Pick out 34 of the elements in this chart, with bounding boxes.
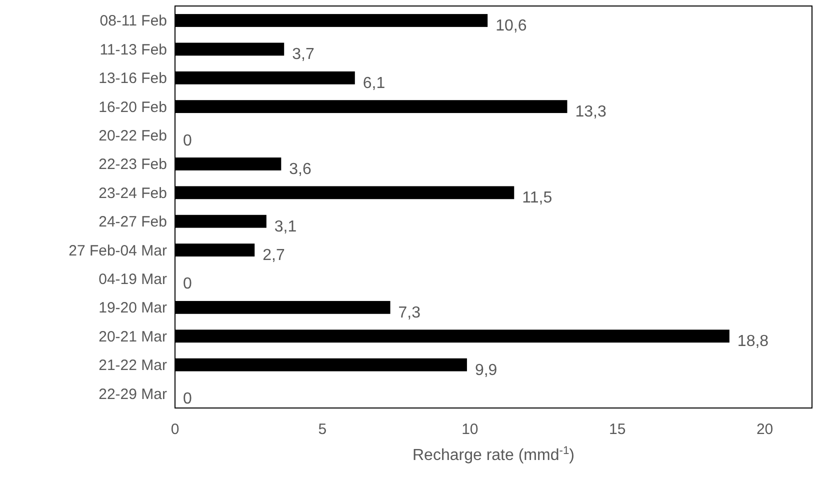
data-label: 10,6	[496, 17, 527, 34]
x-tick-label: 15	[609, 421, 626, 438]
y-tick-label: 27 Feb-04 Mar	[68, 242, 167, 260]
y-tick-label: 21-22 Mar	[98, 357, 167, 374]
data-label: 3,6	[289, 160, 312, 178]
y-tick-label: 19-20 Mar	[98, 300, 167, 317]
y-tick-label: 13-16 Feb	[98, 70, 167, 88]
x-tick-label: 10	[462, 421, 478, 438]
data-label: 2,7	[262, 247, 285, 264]
x-tick-label: 0	[170, 421, 180, 438]
data-label: 7,3	[398, 304, 421, 322]
x-tick-label: 20	[756, 421, 774, 438]
data-label: 9,9	[474, 362, 498, 379]
data-label: 11,5	[522, 190, 552, 207]
y-tick-label: 11-13 Feb	[100, 41, 167, 58]
y-tick-label: 08-11 Feb	[100, 12, 167, 30]
data-label: 0	[183, 132, 192, 150]
y-tick-label: 20-22 Feb	[98, 128, 167, 145]
y-tick-label: 22-23 Feb	[98, 156, 167, 174]
data-label: 6,1	[362, 74, 386, 92]
data-label: 13,3	[575, 104, 606, 121]
data-label: 3,7	[292, 46, 314, 64]
y-tick-label: 04-19 Mar	[98, 270, 167, 288]
data-label: 0	[183, 390, 192, 408]
y-tick-label: 20-21 Mar	[98, 328, 167, 346]
y-tick-label: 16-20 Feb	[98, 98, 167, 116]
data-label: 0	[183, 276, 192, 293]
data-label: 3,1	[274, 218, 297, 236]
y-tick-label: 22-29 Mar	[98, 386, 167, 403]
x-tick-label: 5	[318, 421, 327, 438]
y-tick-label: 23-24 Feb	[98, 184, 167, 202]
x-axis-title: Recharge rate (mmd$^{-1}$)	[412, 445, 574, 464]
data-label: 18,8	[737, 333, 769, 350]
y-tick-label: 24-27 Feb	[98, 214, 167, 231]
